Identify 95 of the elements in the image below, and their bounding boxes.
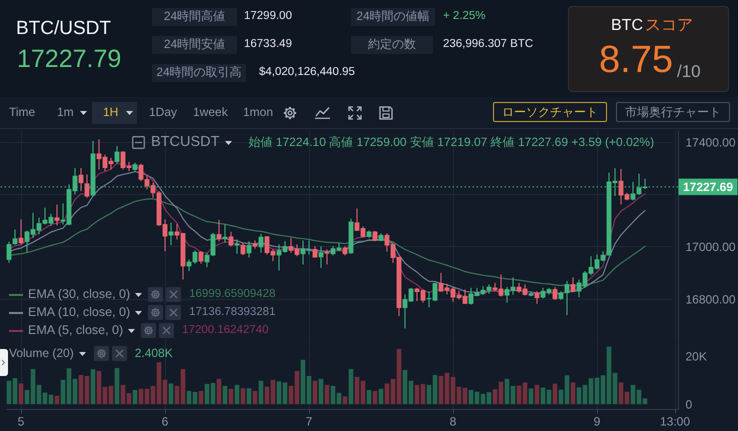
bar bbox=[216, 378, 222, 404]
legend-label: EMA (30, close, 0) bbox=[28, 287, 130, 302]
legend-label: EMA (5, close, 0) bbox=[28, 323, 124, 338]
candlestick bbox=[324, 248, 330, 266]
annotation: 始値 17224.10 高値 17259.00 安値 17219.07 終値 17227.69 +3.59 (+0.02%) bbox=[248, 134, 654, 150]
ref-line-label: 17227.69 bbox=[682, 180, 734, 194]
annotation: 16999.65909428 bbox=[189, 288, 276, 302]
bar bbox=[372, 390, 378, 404]
x-tick-label: 13:00 bbox=[660, 414, 690, 428]
candlestick bbox=[54, 204, 60, 226]
candlestick bbox=[552, 286, 558, 300]
x-tick-label: 5 bbox=[18, 414, 25, 428]
text: 24時間高値 bbox=[164, 9, 226, 24]
bar bbox=[132, 390, 138, 404]
text: 24時間の取引高 bbox=[156, 65, 242, 80]
text: 市場奥行チャート bbox=[616, 102, 730, 122]
bar bbox=[570, 382, 576, 404]
annotation: 2.408K bbox=[134, 346, 173, 360]
legend-label: EMA (10, close, 0) bbox=[28, 305, 130, 320]
candlestick bbox=[258, 233, 264, 254]
text: 1Day bbox=[149, 105, 178, 120]
y-tick-label: 17000.00 bbox=[686, 240, 736, 254]
candlestick bbox=[12, 228, 18, 246]
candlestick bbox=[222, 224, 228, 244]
bar bbox=[378, 388, 384, 404]
candlestick bbox=[240, 242, 246, 256]
candlestick bbox=[318, 246, 324, 268]
bar bbox=[234, 384, 240, 404]
text: ローソクチャート bbox=[493, 102, 607, 122]
candlestick bbox=[6, 241, 12, 264]
candlestick bbox=[246, 240, 252, 258]
bar bbox=[228, 388, 234, 404]
candlestick bbox=[168, 222, 174, 246]
candlestick bbox=[570, 276, 576, 293]
text: 236,996.307 BTC bbox=[443, 38, 534, 52]
text: 1mon bbox=[243, 105, 274, 120]
text: 24時間の値幅 bbox=[356, 9, 430, 24]
text: 1H bbox=[103, 105, 118, 120]
y-tick-label: 17400.00 bbox=[686, 135, 736, 150]
text: 17227.79 bbox=[17, 45, 122, 74]
bar bbox=[114, 368, 120, 404]
text: スコア bbox=[645, 17, 693, 36]
text: 17299.00 bbox=[244, 10, 292, 24]
bar bbox=[54, 396, 60, 404]
x-tick-label: 6 bbox=[162, 414, 169, 428]
text: Time bbox=[9, 105, 36, 120]
text: 16733.49 bbox=[244, 38, 292, 52]
candlestick bbox=[228, 231, 234, 247]
candlestick bbox=[84, 174, 90, 198]
x-tick-label: 8 bbox=[450, 414, 457, 428]
text: 1m bbox=[57, 105, 74, 120]
bar bbox=[534, 384, 540, 404]
x-tick-label: 9 bbox=[594, 414, 601, 428]
chart-title: BTCUSDT bbox=[151, 134, 220, 151]
text: 24時間安値 bbox=[164, 37, 226, 52]
bar bbox=[168, 383, 174, 404]
x-tick-label: 7 bbox=[306, 414, 313, 428]
bar bbox=[318, 378, 324, 404]
text: 8.75 bbox=[599, 39, 673, 83]
text: + 2.25% bbox=[443, 10, 486, 24]
bar bbox=[252, 390, 258, 404]
bar bbox=[240, 388, 246, 404]
text: $4,020,126,440.95 bbox=[259, 66, 355, 80]
text: 約定の数 bbox=[368, 37, 416, 52]
bar bbox=[342, 396, 348, 404]
annotation: 17136.78393281 bbox=[189, 306, 276, 320]
bar bbox=[90, 369, 96, 404]
y-tick-label: 0 bbox=[686, 398, 692, 412]
bar bbox=[222, 386, 228, 404]
text: BTC/USDT bbox=[16, 18, 111, 40]
candlestick bbox=[114, 145, 120, 164]
bar bbox=[324, 384, 330, 404]
bar bbox=[258, 380, 264, 404]
candlestick bbox=[18, 219, 24, 246]
bar bbox=[246, 388, 252, 404]
y-tick-label: 16800.00 bbox=[686, 292, 736, 306]
text: /10 bbox=[677, 62, 701, 82]
annotation: 17200.16242740 bbox=[182, 324, 269, 338]
text: 1week bbox=[193, 105, 228, 120]
candlestick bbox=[216, 220, 222, 242]
bar bbox=[18, 383, 24, 404]
chart-title: Volume (20) bbox=[9, 346, 74, 360]
candlestick bbox=[198, 250, 204, 264]
bar bbox=[348, 368, 354, 404]
candlestick bbox=[342, 246, 348, 256]
y-tick-label: 20K bbox=[686, 349, 707, 364]
bar bbox=[552, 384, 558, 404]
candlestick bbox=[534, 290, 540, 304]
candlestick bbox=[234, 238, 240, 254]
bar bbox=[198, 390, 204, 404]
candlestick bbox=[78, 167, 84, 192]
bar bbox=[528, 388, 534, 404]
text: BTC bbox=[611, 17, 643, 36]
bar bbox=[312, 380, 318, 404]
bar bbox=[366, 390, 372, 404]
